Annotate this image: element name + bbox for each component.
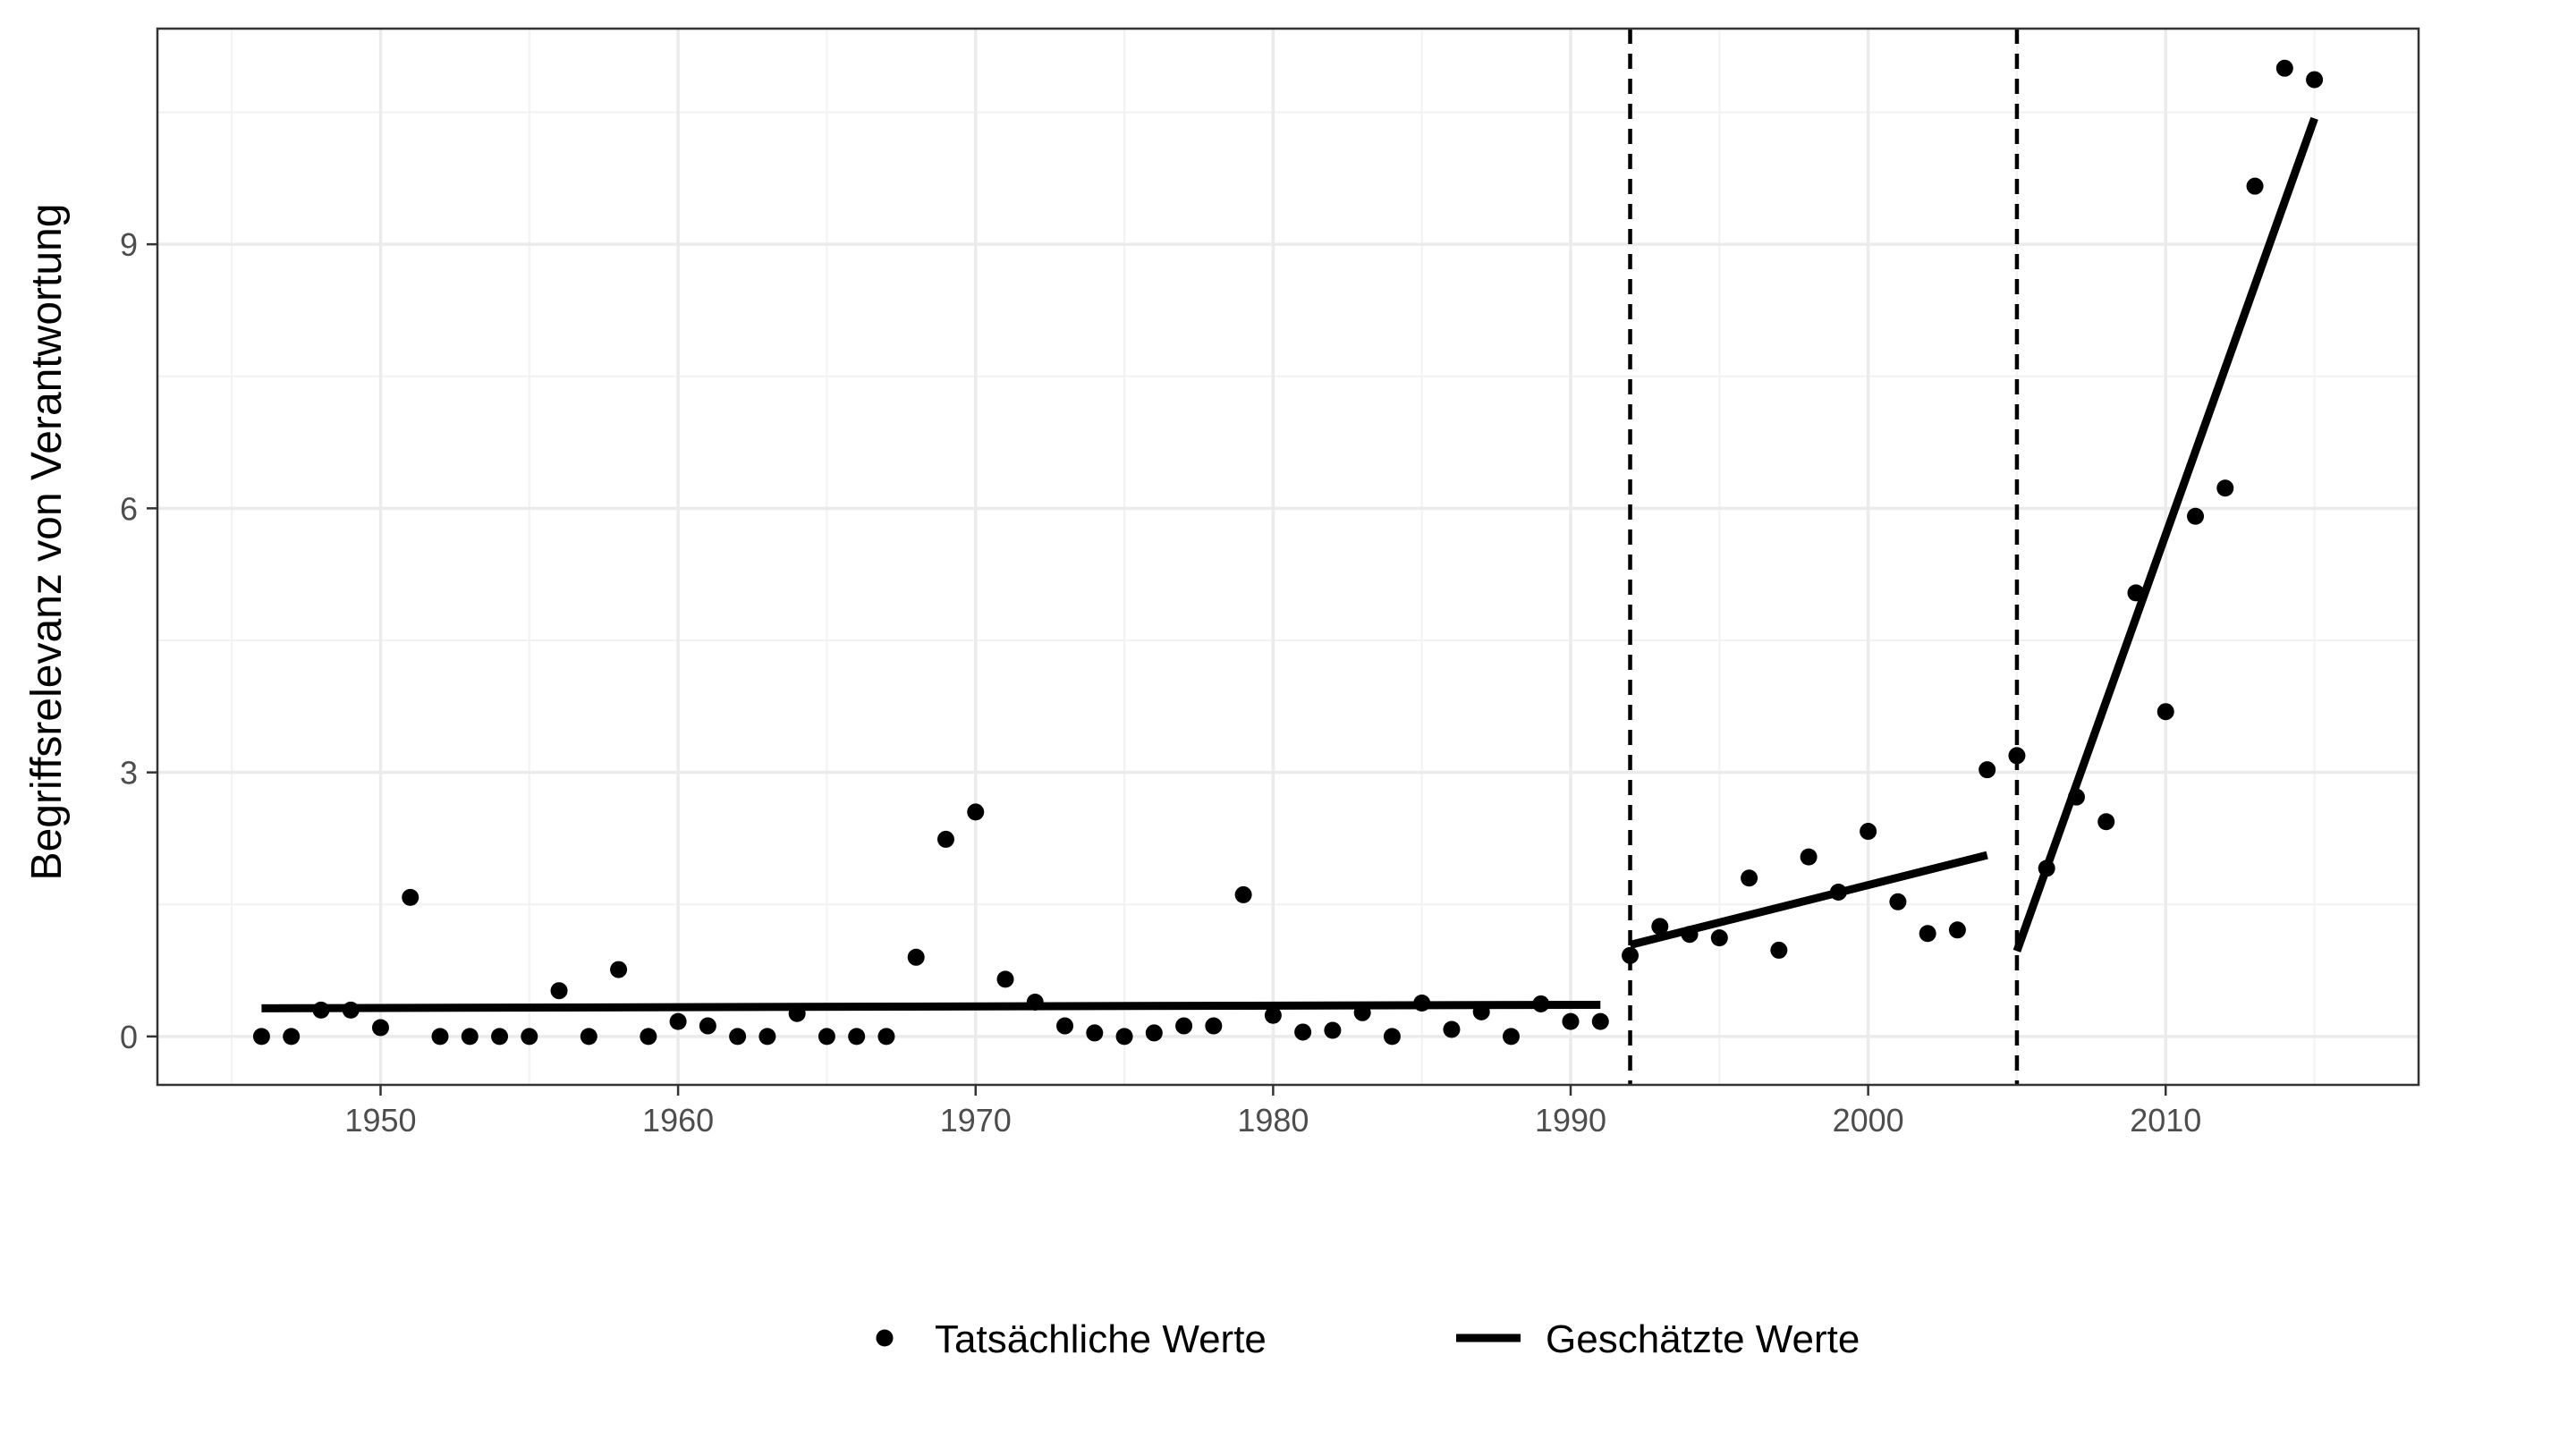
x-tick-labels: 1950 1960 1970 1980 1990 2000 2010 <box>344 1102 2201 1139</box>
data-point <box>461 1028 479 1046</box>
data-point <box>788 1004 806 1022</box>
estimated-segment <box>2012 116 2318 953</box>
y-tick-label: 9 <box>120 226 138 263</box>
data-point <box>2275 59 2293 77</box>
data-point <box>2157 703 2174 721</box>
data-point <box>758 1028 776 1046</box>
y-tick-label: 0 <box>120 1019 138 1055</box>
data-point <box>1383 1028 1401 1046</box>
data-point <box>936 830 954 848</box>
x-tick-label: 1950 <box>344 1102 416 1139</box>
legend: Tatsächliche Werte Geschätzte Werte <box>876 1317 1860 1361</box>
data-point <box>1145 1024 1163 1042</box>
grid-minor <box>157 29 2419 1085</box>
data-point <box>877 1028 895 1046</box>
breakpoint-lines <box>1628 29 2020 1085</box>
data-point <box>2306 71 2324 89</box>
data-point <box>1294 1023 1312 1041</box>
data-point <box>1056 1017 1074 1035</box>
x-tick-label: 1990 <box>1535 1102 1606 1139</box>
axis-ticks <box>147 242 2167 1096</box>
legend-point-key <box>876 1329 894 1347</box>
data-point <box>1026 993 1044 1011</box>
data-point <box>550 982 568 1000</box>
data-point <box>1264 1006 1282 1024</box>
data-point <box>2038 859 2055 877</box>
data-point <box>371 1019 389 1037</box>
data-point <box>1175 1017 1193 1035</box>
data-point <box>1502 1028 1520 1046</box>
data-point <box>1800 848 1818 866</box>
data-point <box>729 1028 747 1046</box>
legend-label-actual: Tatsächliche Werte <box>935 1317 1267 1361</box>
y-tick-labels: 0 3 6 9 <box>120 226 138 1055</box>
x-tick-label: 1980 <box>1237 1102 1309 1139</box>
data-point <box>1591 1012 1609 1030</box>
data-point <box>1413 994 1431 1012</box>
data-point <box>907 948 925 966</box>
data-point <box>699 1017 716 1035</box>
estimated-segment <box>261 1000 1601 1012</box>
actual-points <box>252 59 2324 1046</box>
data-point <box>610 961 628 978</box>
data-point <box>252 1028 270 1046</box>
data-point <box>1622 946 1640 964</box>
data-point <box>2216 479 2234 497</box>
data-point <box>2246 177 2264 195</box>
data-point <box>1324 1021 1342 1039</box>
data-point <box>1086 1024 1104 1042</box>
y-axis-title: Begriffsrelevanz von Verantwortung <box>23 204 71 881</box>
data-point <box>848 1028 866 1046</box>
data-point <box>1234 885 1252 903</box>
data-point <box>491 1028 509 1046</box>
data-point <box>283 1028 301 1046</box>
data-point <box>1919 925 1936 943</box>
data-point <box>1770 941 1788 959</box>
data-point <box>2127 584 2145 602</box>
data-point <box>580 1028 597 1046</box>
data-point <box>1443 1020 1461 1038</box>
data-point <box>1829 883 1847 901</box>
data-point <box>1681 926 1699 944</box>
data-point <box>1979 761 1996 779</box>
data-point <box>2067 788 2085 806</box>
data-point <box>2097 813 2115 831</box>
x-tick-label: 1970 <box>940 1102 1012 1139</box>
data-point <box>640 1028 657 1046</box>
data-point <box>1741 869 1758 887</box>
data-point <box>669 1012 687 1030</box>
legend-label-estimated: Geschätzte Werte <box>1546 1317 1860 1361</box>
data-point <box>1472 1003 1490 1020</box>
data-point <box>521 1028 538 1046</box>
data-point <box>996 970 1014 988</box>
data-point <box>1532 995 1550 1012</box>
panel-border <box>156 27 2420 1087</box>
data-point <box>1562 1012 1580 1030</box>
data-point <box>1205 1017 1223 1035</box>
data-point <box>1651 918 1669 936</box>
x-tick-label: 2010 <box>2130 1102 2201 1139</box>
data-point <box>1710 929 1728 947</box>
data-point <box>2187 507 2205 525</box>
data-point <box>818 1028 835 1046</box>
x-tick-label: 2000 <box>1833 1102 1904 1139</box>
grid-major <box>157 29 2419 1085</box>
data-point <box>342 1001 360 1019</box>
data-point <box>1115 1028 1133 1046</box>
data-point <box>431 1028 449 1046</box>
data-point <box>967 803 985 821</box>
data-point <box>1948 921 1966 939</box>
data-point <box>312 1001 330 1019</box>
x-tick-label: 1960 <box>642 1102 714 1139</box>
data-point <box>1860 823 1877 841</box>
data-point <box>1889 893 1907 910</box>
data-point <box>402 888 419 906</box>
data-point <box>2008 747 2026 765</box>
y-tick-label: 3 <box>120 755 138 792</box>
y-tick-label: 6 <box>120 490 138 527</box>
data-point <box>1353 1003 1371 1021</box>
